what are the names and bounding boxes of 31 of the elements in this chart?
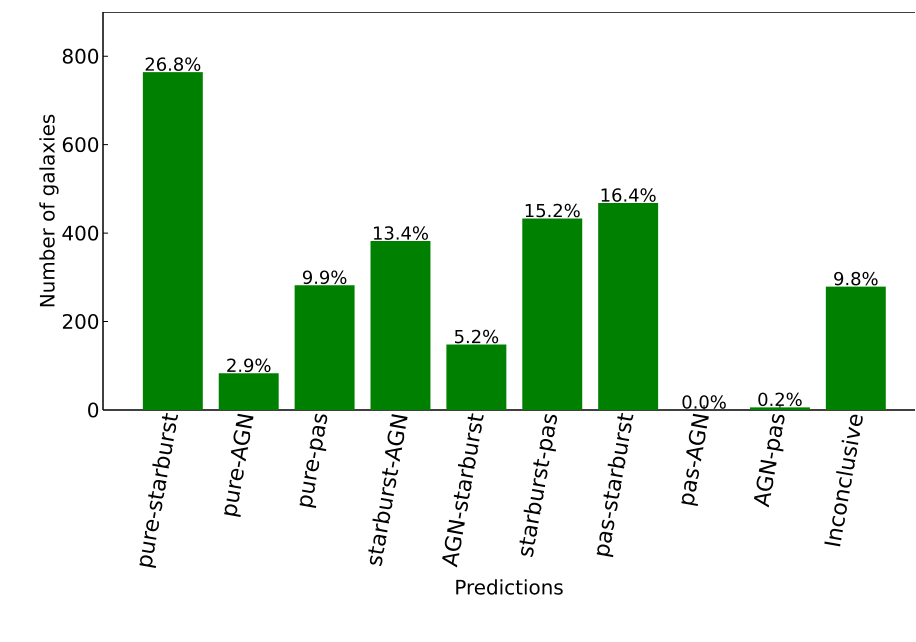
bar bbox=[218, 373, 279, 410]
y-tick-label: 0 bbox=[88, 402, 98, 418]
annotation: 9.8% bbox=[834, 272, 878, 286]
annotation: 15.2% bbox=[526, 204, 580, 218]
annotation: 9.9% bbox=[302, 270, 346, 284]
y-tick-label: 400 bbox=[62, 226, 98, 241]
x-tick-label: pure-AGN bbox=[224, 414, 254, 517]
bar bbox=[826, 286, 886, 410]
bar bbox=[142, 72, 203, 410]
x-tick-label: pas-AGN bbox=[681, 414, 709, 506]
bar bbox=[522, 218, 582, 410]
annotation: 26.8% bbox=[146, 57, 200, 71]
x-tick-label: pas-starburst bbox=[596, 412, 634, 558]
annotation: 2.9% bbox=[227, 358, 270, 372]
y-tick-label: 600 bbox=[62, 137, 98, 152]
x-tick-label: pure-pas bbox=[300, 414, 328, 508]
y-tick-label: 200 bbox=[62, 314, 98, 330]
y-axis-title: Number of galaxies bbox=[39, 114, 59, 306]
bar bbox=[294, 285, 355, 410]
bar bbox=[446, 344, 506, 410]
annotation: 5.2% bbox=[454, 330, 498, 344]
annotation: 0.2% bbox=[758, 392, 802, 406]
x-tick-label: AGN-pas bbox=[754, 414, 784, 508]
x-axis-title: Predictions bbox=[456, 579, 563, 595]
annotation: 0.0% bbox=[682, 395, 726, 409]
bar bbox=[750, 407, 810, 410]
annotation: 13.4% bbox=[374, 226, 428, 240]
y-tick-label: 800 bbox=[62, 48, 98, 64]
annotation: 16.4% bbox=[602, 188, 656, 202]
bar bbox=[370, 241, 430, 410]
bar bbox=[598, 203, 658, 410]
